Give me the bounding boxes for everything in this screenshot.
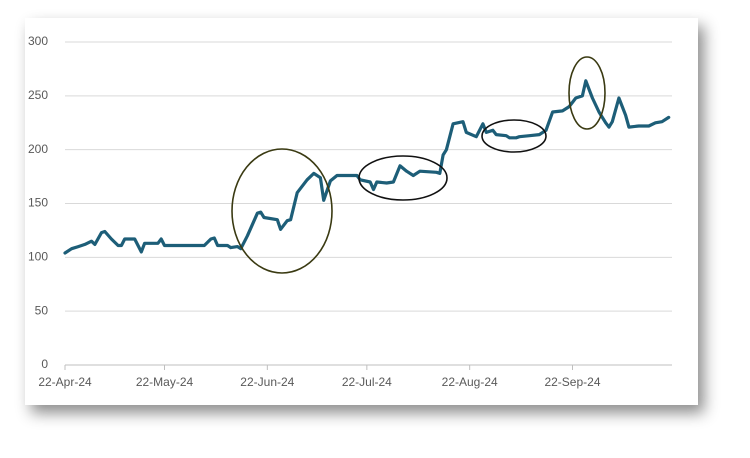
highlight-ellipse <box>358 155 448 201</box>
x-tick-label: 22-Apr-24 <box>38 375 92 389</box>
annotations <box>231 56 606 274</box>
y-tick-label: 250 <box>28 88 48 102</box>
x-tick-label: 22-May-24 <box>136 375 194 389</box>
y-tick-label: 150 <box>28 196 48 210</box>
x-tick-label: 22-Jun-24 <box>240 375 294 389</box>
highlight-ellipse <box>231 148 333 274</box>
data-line <box>63 79 671 255</box>
highlight-ellipse <box>568 56 606 130</box>
y-tick-label: 300 <box>28 34 48 48</box>
highlight-ellipse <box>481 119 547 153</box>
x-tick-label: 22-Aug-24 <box>442 375 498 389</box>
x-tick-label: 22-Jul-24 <box>342 375 392 389</box>
y-tick-label: 100 <box>28 250 48 264</box>
y-tick-label: 50 <box>35 303 49 317</box>
x-tick-label: 22-Sep-24 <box>544 375 600 389</box>
y-tick-label: 0 <box>41 357 48 371</box>
y-tick-label: 200 <box>28 142 48 156</box>
